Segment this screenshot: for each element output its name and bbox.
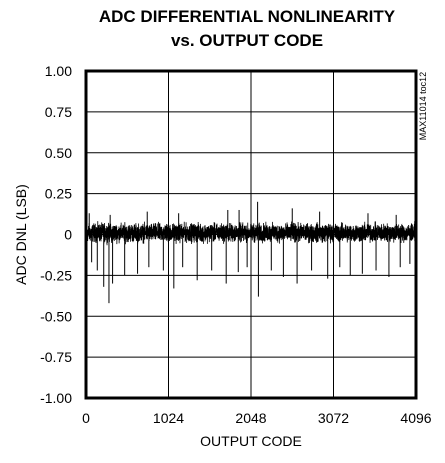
x-tick-label: 2048 [235,410,266,426]
x-tick-label: 0 [82,410,90,426]
x-tick-labels: 0 1024 2048 3072 4096 [82,410,432,426]
x-tick-label: 4096 [400,410,431,426]
y-tick-label: -0.25 [40,267,72,283]
y-tick-label: 0.75 [45,104,72,120]
y-tick-label: 0.50 [45,145,72,161]
y-tick-label: -1.00 [40,390,72,406]
dnl-series [85,201,417,304]
x-axis-label: OUTPUT CODE [200,433,302,449]
y-tick-label: -0.50 [40,308,72,324]
dnl-noise-trace [85,221,417,246]
y-tick-label: 0.25 [45,186,72,202]
plot-frame [84,69,418,400]
y-axis-label: ADC DNL (LSB) [13,184,29,285]
chart-subtitle: vs. OUTPUT CODE [171,31,323,50]
x-tick-label: 1024 [153,410,184,426]
y-tick-label: -0.75 [40,349,72,365]
x-tick-label: 3072 [318,410,349,426]
part-number-note: MAX11014 toc12 [418,72,428,140]
y-tick-label: 0 [64,227,72,243]
y-tick-labels: 1.00 0.75 0.50 0.25 0 -0.25 -0.50 -0.75 -1.00 [40,63,72,406]
y-tick-label: 1.00 [45,63,72,79]
chart-title: ADC DIFFERENTIAL NONLINEARITY [99,7,396,26]
